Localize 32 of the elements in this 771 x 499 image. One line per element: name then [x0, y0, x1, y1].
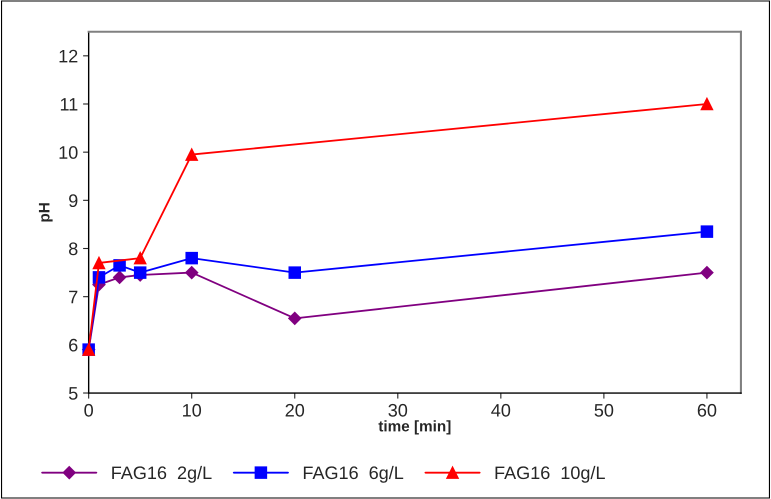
point	[700, 98, 714, 110]
point	[185, 266, 198, 280]
y-tick-label: 7	[69, 290, 78, 304]
y-tick-label: 10	[60, 146, 78, 159]
legend-label: FAG16 10g/L	[496, 466, 605, 483]
y-tick-label: 5	[68, 387, 78, 400]
y-tick-label: 8	[68, 242, 78, 256]
y-tick-label: 11	[60, 98, 78, 111]
point	[92, 256, 106, 270]
point	[288, 312, 302, 325]
x-tick-label: 40	[491, 404, 510, 417]
y-tick-label: 12	[60, 50, 78, 62]
x-tick-label: 30	[388, 404, 408, 417]
point	[112, 270, 126, 284]
point	[185, 252, 198, 264]
legend-label: FAG16 2g/L	[112, 466, 212, 483]
y-tick-label: 9	[69, 194, 78, 208]
point	[288, 266, 302, 279]
x-tick-label: 0	[84, 404, 93, 417]
x-tick-label: 10	[183, 404, 202, 417]
y-tick-label: 6	[69, 338, 78, 352]
y-axis-title: pH	[38, 203, 53, 222]
point	[700, 225, 714, 238]
point	[700, 266, 714, 280]
point	[134, 252, 146, 264]
point	[134, 266, 146, 279]
x-tick-label: 50	[594, 404, 614, 417]
x-tick-label: 60	[698, 404, 716, 417]
legend-label: FAG16 6g/L	[304, 466, 404, 483]
x-tick-label: 20	[286, 404, 304, 417]
point	[185, 148, 198, 161]
x-axis-title: time [min]	[378, 420, 450, 434]
